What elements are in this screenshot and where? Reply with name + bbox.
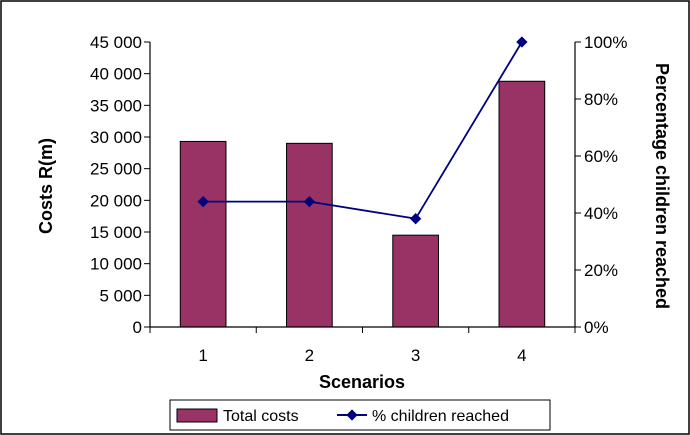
- bar-4: [498, 80, 546, 328]
- y-tick-label-left: 15 000: [90, 223, 142, 242]
- line-point-2: [303, 195, 316, 208]
- y-tick-label-left: 25 000: [90, 160, 142, 179]
- legend: Total costs % children reached: [169, 399, 551, 431]
- line-point-4: [516, 36, 528, 48]
- y-tick-label-left: 10 000: [90, 255, 142, 274]
- x-tick-label-2: 2: [305, 346, 314, 365]
- y-tick-label-left: 45 000: [90, 33, 142, 52]
- bar-2: [286, 142, 333, 328]
- y-axis-title-right: Percentage children reached: [652, 63, 672, 309]
- legend-swatch-marker: [346, 409, 358, 421]
- y-tick-label-right: 100%: [584, 33, 627, 52]
- y-tick-label-left: 35 000: [90, 96, 142, 115]
- y-tick-label-left: 40 000: [90, 65, 142, 84]
- y-tick-label-right: 0%: [584, 318, 609, 337]
- line-point-3: [409, 213, 422, 225]
- y-tick-label-left: 30 000: [90, 128, 142, 147]
- y-tick-label-left: 5 000: [99, 286, 142, 305]
- y-tick-label-left: 0: [133, 318, 142, 337]
- legend-label-total-costs: Total costs: [223, 408, 299, 425]
- y-tick-label-right: 80%: [584, 90, 618, 109]
- y-tick-label-right: 40%: [584, 204, 618, 223]
- legend-swatch-total-costs: [176, 408, 218, 423]
- x-tick-label-3: 3: [411, 346, 420, 365]
- y-axis-title-left: Costs R(m): [36, 138, 56, 234]
- y-tick-label-right: 20%: [584, 261, 618, 280]
- y-tick-label-left: 20 000: [90, 191, 142, 210]
- line-children-reached: [203, 41, 523, 220]
- bar-3: [392, 234, 439, 328]
- y-tick-label-right: 60%: [584, 147, 618, 166]
- bar-1: [179, 140, 227, 328]
- x-axis-title: Scenarios: [319, 372, 405, 392]
- legend-label-children-reached: % children reached: [372, 408, 509, 425]
- line-point-1: [197, 195, 209, 208]
- plot-area: 0 5 000 10 000 15 000 20 000 25 000 30 000 35 0…: [90, 33, 627, 365]
- x-tick-label-1: 1: [198, 346, 207, 365]
- x-tick-label-4: 4: [517, 346, 526, 365]
